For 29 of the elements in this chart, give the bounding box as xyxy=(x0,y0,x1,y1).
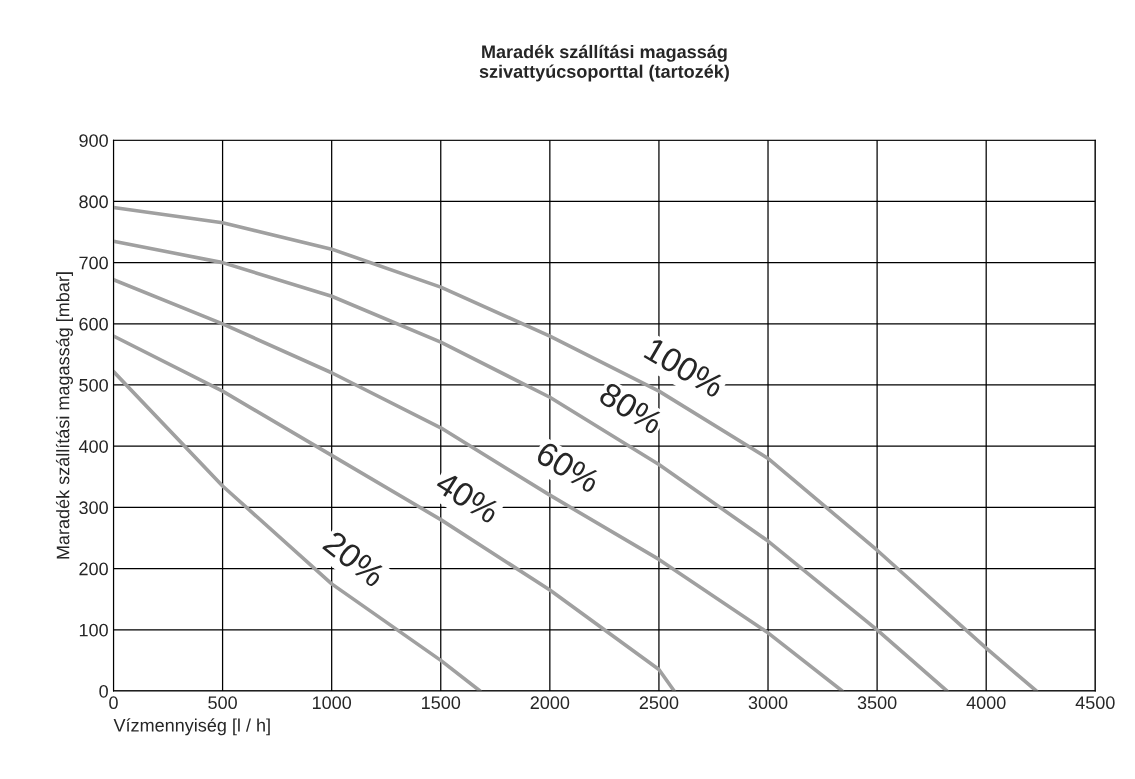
x-tick-label: 500 xyxy=(208,696,237,710)
y-axis-title: Maradék szállítási magasság [mbar] xyxy=(55,272,73,559)
y-tick-label: 400 xyxy=(78,440,108,453)
y-tick-label: 0 xyxy=(99,684,108,698)
text: 60% xyxy=(534,440,602,494)
chart-title: Maradék szállítási magasság szivattyúcsoporttal (tartozék) xyxy=(479,44,729,82)
x-axis-title: Vízmennyiség [l / h] xyxy=(113,718,270,736)
y-tick-label: 900 xyxy=(79,134,108,147)
y-tick-label: 200 xyxy=(79,562,108,576)
line-series xyxy=(113,205,1039,691)
x-tick-label: 4500 xyxy=(1075,696,1115,710)
y-tick-label: 700 xyxy=(79,256,108,270)
text: 40% xyxy=(433,469,502,525)
y-tick-label: 300 xyxy=(79,501,108,515)
x-tick-label: 2000 xyxy=(530,696,570,710)
text: 20% xyxy=(321,529,387,589)
y-tick-label: 600 xyxy=(79,317,108,331)
y-tick-label: 100 xyxy=(79,623,108,637)
x-tick-label: 4000 xyxy=(966,696,1006,710)
x-tick-label: 1000 xyxy=(312,696,352,710)
x-tick-label: 3500 xyxy=(857,696,897,710)
y-tick-label: 800 xyxy=(79,195,108,209)
x-tick-label: 0 xyxy=(109,696,118,710)
y-tick-label: 500 xyxy=(79,378,108,392)
x-tick-label: 1500 xyxy=(422,696,461,710)
line-series xyxy=(113,277,845,691)
x-tick-label: 3000 xyxy=(748,696,788,710)
line-series xyxy=(113,239,949,691)
x-tick-label: 2500 xyxy=(639,696,679,710)
